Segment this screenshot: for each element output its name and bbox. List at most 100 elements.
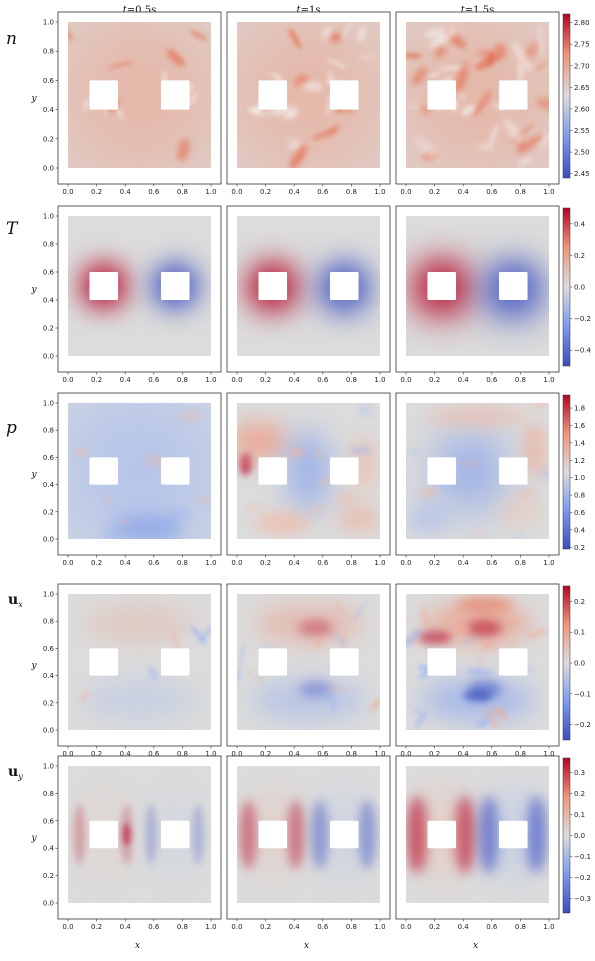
field-blob [428,30,456,49]
obstacle [89,272,119,300]
field-blob [408,449,423,456]
field-blob [192,804,204,865]
x-tick-label: 0.6 [148,750,160,758]
field-blob [514,488,538,499]
field-map [237,22,380,168]
colorbar-tick-label: −0.2 [574,874,591,882]
field-blob [171,628,180,652]
obstacle [160,820,190,849]
x-tick-label: 0.4 [458,750,470,758]
y-tick-label: 0.8 [43,790,54,798]
x-tick-label: 0.0 [231,376,242,384]
field-blob [122,823,131,846]
field-blob [411,66,428,86]
y-tick-label: 0.6 [43,817,55,825]
obstacle [160,80,190,110]
colorbar-tick-label: 0.2 [574,790,585,798]
y-tick-label: 0.0 [43,536,54,544]
field-blob [406,628,421,649]
x-tick-label: 0.8 [177,376,188,384]
obstacle [498,272,528,300]
field-blob [407,796,428,873]
x-tick-label: 0.8 [515,750,526,758]
obstacle [427,457,457,485]
field-blob [517,156,532,167]
x-tick-label: 0.6 [486,559,498,567]
field-blob [498,498,542,526]
colorbar-tick-label: 0.4 [574,220,586,228]
field-blob [68,22,211,168]
colorbar [562,757,571,914]
field-blob [333,600,348,617]
field-blob [110,514,183,539]
row-label-main: u [8,592,18,608]
x-tick-label: 0.2 [429,188,440,196]
y-axis-label: y [30,661,37,671]
panel-u_x-0: 0.0 0.2 0.4 0.6 0.8 1.0 0.0 0.2 0.4 0.6 0.8 1.0 y [30,583,222,758]
field-blob [534,61,548,71]
x-tick-label: 1.0 [205,750,216,758]
field-blob [337,504,380,533]
y-axis-label: y [30,834,37,844]
field-blob [487,51,494,66]
y-axis-label: y [30,285,37,295]
y-tick-label: 0.4 [43,297,55,305]
x-tick-label: 0.6 [317,376,329,384]
colorbar-tick-label: −0.1 [574,853,591,861]
field-blob [289,144,308,168]
y-tick-label: 0.4 [43,481,55,489]
panel-T-2: 0.0 0.2 0.4 0.6 0.8 1.0 [395,205,560,384]
x-tick-label: 0.2 [429,376,440,384]
field-blob [290,449,300,458]
field-map [68,403,211,539]
field-blob [300,81,324,91]
y-tick-label: 0.4 [43,106,55,114]
field-blob [476,717,490,728]
field-blob [73,804,86,865]
field-blob [516,134,543,155]
field-blob [467,668,493,677]
x-tick-label: 1.0 [543,188,554,196]
field-blob [352,601,368,622]
x-tick-label: 0.0 [400,376,411,384]
colorbar-tick-label: 0.4 [574,526,586,534]
x-tick-label: 0.4 [289,559,301,567]
obstacle [89,820,119,849]
field-blob [239,453,252,476]
field-blob [470,531,487,539]
x-tick-label: 1.0 [374,559,385,567]
colorbar [562,13,571,179]
panel-n-1: 0.0 0.2 0.4 0.6 0.8 1.0 [226,11,391,196]
colorbar-tick-label: 2.65 [574,84,590,92]
field-blob [341,629,347,648]
x-tick-label: 0.0 [231,750,242,758]
field-blob [421,152,440,161]
field-blob [243,502,263,511]
colorbar-tick-label: −0.4 [574,347,592,355]
field-blob [73,448,89,458]
field-blob [406,52,422,60]
field-blob [254,604,363,643]
field-blob [285,109,297,120]
field-blob [457,89,466,103]
x-tick-label: 0.4 [120,559,132,567]
y-tick-label: 0.0 [43,165,54,173]
obstacle [427,80,457,110]
y-tick-label: 0.8 [43,48,54,56]
x-tick-label: 0.8 [515,188,526,196]
field-blob [525,663,536,675]
colorbar-tick-label: 0.2 [574,544,585,552]
field-blob [417,630,452,645]
x-tick-label: 1.0 [543,923,554,931]
y-tick-label: 0.8 [43,618,54,626]
x-tick-label: 0.4 [120,750,132,758]
field-blob [119,518,131,525]
x-tick-label: 0.2 [91,376,102,384]
row-label: ux [8,592,23,609]
x-tick-label: 0.4 [120,188,132,196]
obstacle [258,457,288,485]
x-tick-label: 0.0 [62,923,73,931]
field-blob [327,123,341,135]
y-tick-label: 0.0 [43,900,54,908]
obstacle [89,648,119,676]
